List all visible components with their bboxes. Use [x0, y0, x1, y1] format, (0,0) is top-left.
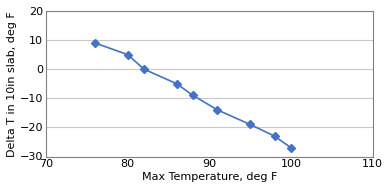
Y-axis label: Delta T in 10in slab, deg F: Delta T in 10in slab, deg F — [7, 11, 17, 157]
X-axis label: Max Temperature, deg F: Max Temperature, deg F — [142, 172, 277, 182]
